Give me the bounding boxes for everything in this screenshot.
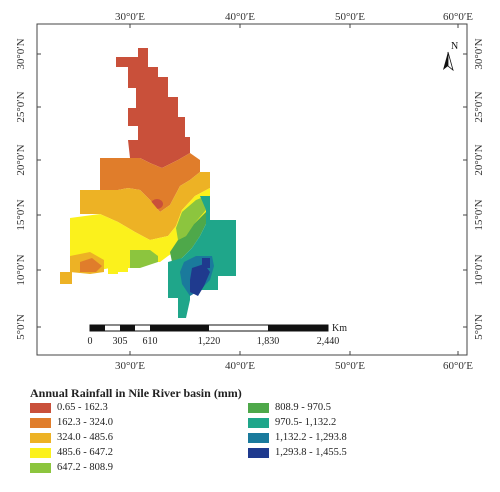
legend-label: 647.2 - 808.9	[57, 462, 113, 473]
rainfall-map: 30°0′E 40°0′E 50°0′E 60°0′E 30°0′E 40°0′…	[15, 11, 485, 372]
frame-ticks	[37, 24, 467, 355]
left-label-30n: 30°0′N	[15, 38, 27, 69]
legend-title: Annual Rainfall in Nile River basin (mm)	[30, 386, 242, 400]
legend-swatch	[248, 402, 269, 413]
legend-item-3: 324.0 - 485.6	[30, 432, 113, 443]
legend-item-4: 485.6 - 647.2	[30, 447, 113, 458]
basin-raster	[60, 48, 236, 318]
legend-swatch	[30, 432, 51, 443]
left-label-10n: 10°0′N	[15, 254, 27, 285]
svg-text:N: N	[451, 41, 458, 52]
legend-swatch	[30, 447, 51, 458]
legend-label: 1,293.8 - 1,455.5	[275, 447, 347, 458]
right-label-20n: 20°0′N	[473, 144, 485, 175]
legend-swatch	[248, 447, 269, 458]
legend-label: 808.9 - 970.5	[275, 402, 331, 413]
scale-tick-610: 610	[143, 336, 158, 347]
legend-label: 0.65 - 162.3	[57, 402, 108, 413]
scale-tick-1220: 1,220	[198, 336, 221, 347]
legend-label: 162.3 - 324.0	[57, 417, 113, 428]
top-label-50e: 50°0′E	[335, 11, 365, 23]
legend-swatch	[248, 417, 269, 428]
legend-label: 324.0 - 485.6	[57, 432, 113, 443]
legend-swatch	[30, 417, 51, 428]
right-label-25n: 25°0′N	[473, 91, 485, 122]
north-arrow-icon: N	[443, 41, 458, 72]
legend-item-9: 1,293.8 - 1,455.5	[248, 447, 347, 458]
legend-item-7: 970.5- 1,132.2	[248, 417, 336, 428]
legend-item-1: 0.65 - 162.3	[30, 402, 108, 413]
left-label-25n: 25°0′N	[15, 91, 27, 122]
top-label-60e: 60°0′E	[443, 11, 473, 23]
legend-item-6: 808.9 - 970.5	[248, 402, 331, 413]
right-label-15n: 15°0′N	[473, 199, 485, 230]
left-label-15n: 15°0′N	[15, 199, 27, 230]
left-label-20n: 20°0′N	[15, 144, 27, 175]
scale-tick-0: 0	[88, 336, 93, 347]
legend-swatch	[248, 432, 269, 443]
top-label-30e: 30°0′E	[115, 11, 145, 23]
legend-label: 485.6 - 647.2	[57, 447, 113, 458]
scale-tick-2440: 2,440	[317, 336, 340, 347]
left-label-5n: 5°0′N	[15, 314, 27, 340]
scale-tick-1830: 1,830	[257, 336, 280, 347]
right-label-10n: 10°0′N	[473, 254, 485, 285]
bottom-label-30e: 30°0′E	[115, 360, 145, 372]
legend: 0.65 - 162.3 162.3 - 324.0 324.0 - 485.6…	[30, 402, 500, 492]
legend-label: 1,132.2 - 1,293.8	[275, 432, 347, 443]
scale-tick-305: 305	[113, 336, 128, 347]
bottom-label-40e: 40°0′E	[225, 360, 255, 372]
legend-item-5: 647.2 - 808.9	[30, 462, 113, 473]
right-label-5n: 5°0′N	[473, 314, 485, 340]
bottom-label-50e: 50°0′E	[335, 360, 365, 372]
legend-label: 970.5- 1,132.2	[275, 417, 337, 428]
legend-swatch	[30, 462, 51, 473]
legend-item-2: 162.3 - 324.0	[30, 417, 113, 428]
scale-unit: Km	[332, 323, 347, 334]
legend-swatch	[30, 402, 51, 413]
bottom-label-60e: 60°0′E	[443, 360, 473, 372]
right-label-30n: 30°0′N	[473, 38, 485, 69]
legend-item-8: 1,132.2 - 1,293.8	[248, 432, 347, 443]
top-label-40e: 40°0′E	[225, 11, 255, 23]
scale-bar	[89, 324, 329, 332]
